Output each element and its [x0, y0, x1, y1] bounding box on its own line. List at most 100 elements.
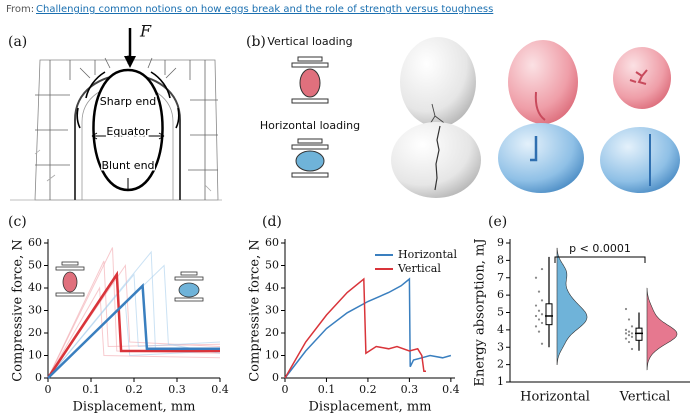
y-tick-label: 0	[272, 371, 279, 384]
data-point	[627, 333, 631, 337]
x-tick-label: 0.3	[168, 383, 186, 396]
equator-arrow	[91, 132, 165, 189]
data-point	[624, 332, 628, 335]
x-tick-label: Horizontal	[520, 390, 590, 405]
x-tick-label: 0.4	[442, 383, 460, 396]
legend-label: Horizontal	[398, 248, 457, 261]
y-tick-label: 30	[28, 304, 42, 317]
x-tick-label: 0.4	[211, 383, 229, 396]
y-tick-label: 20	[28, 326, 42, 339]
x-tick-label: 0.3	[401, 383, 419, 396]
data-point	[627, 340, 631, 344]
y-tick-label: 40	[265, 281, 279, 294]
y-tick-label: 3	[497, 340, 504, 353]
line-series	[46, 270, 220, 379]
data-point	[540, 321, 544, 325]
x-tick-label: 0.2	[359, 383, 377, 396]
egg-annotation: Blunt end	[101, 159, 154, 172]
y-tick-label: 4	[497, 323, 504, 336]
x-tick-label: 0.2	[125, 383, 143, 396]
data-point	[534, 304, 538, 307]
egg-renders	[391, 37, 680, 198]
data-point	[537, 318, 541, 321]
data-point	[624, 328, 628, 331]
data-point	[630, 332, 634, 335]
data-point	[540, 267, 544, 271]
data-point	[537, 330, 541, 333]
y-tick-label: 10	[28, 349, 42, 362]
violin	[646, 287, 678, 371]
data-point	[624, 307, 628, 311]
y-tick-label: 40	[28, 281, 42, 294]
panel-label: (a)	[8, 34, 27, 50]
data-point	[537, 290, 541, 293]
data-point	[627, 318, 631, 321]
line-series	[47, 286, 221, 379]
data-point	[534, 314, 538, 318]
line-series	[47, 250, 221, 379]
line-series	[284, 277, 452, 379]
chart-icons	[55, 261, 204, 302]
y-tick-label: 6	[497, 288, 504, 301]
y-tick-label: 2	[497, 358, 504, 371]
y-tick-label: 60	[265, 236, 279, 249]
data-point	[534, 276, 538, 279]
data-point	[540, 342, 544, 345]
source-link[interactable]: Challenging common notions on how eggs b…	[36, 4, 493, 15]
data-point	[540, 299, 544, 302]
x-axis-label: Displacement, mm	[73, 400, 196, 415]
x-tick-label: Vertical	[619, 390, 671, 405]
y-tick-label: 30	[265, 304, 279, 317]
data-point	[630, 347, 634, 351]
y-tick-label: 50	[265, 259, 279, 272]
panel-label: (d)	[262, 214, 282, 230]
egg-outline	[92, 68, 164, 192]
y-tick-label: 0	[35, 371, 42, 384]
x-tick-label: 0.1	[82, 383, 100, 396]
loading-icons	[291, 56, 329, 178]
y-tick-label: 50	[28, 259, 42, 272]
significance-bracket	[554, 256, 646, 263]
data-point	[540, 313, 544, 316]
violin	[556, 247, 588, 365]
y-axis-label: Compressive force, N	[11, 239, 26, 381]
egg-annotation: Equator	[106, 125, 150, 138]
line-series	[47, 283, 220, 379]
panel-label: (c)	[8, 214, 27, 230]
data-point	[537, 309, 541, 312]
data-point	[534, 325, 538, 328]
box	[635, 327, 643, 341]
x-tick-label: 0.1	[318, 383, 336, 396]
y-tick-label: 1	[497, 375, 504, 388]
panel-label: (b)	[246, 34, 266, 50]
stress-arrows	[76, 71, 180, 129]
data-point	[630, 325, 634, 328]
panel-label: (e)	[488, 214, 507, 230]
data-point	[624, 337, 628, 340]
x-tick-label: 0	[282, 383, 289, 396]
y-tick-label: 20	[265, 326, 279, 339]
x-axis-label: Displacement, mm	[309, 400, 432, 415]
arrowhead	[124, 56, 136, 68]
loading-label: Vertical loading	[267, 35, 352, 48]
y-axis-label: Energy absorption, mJ	[473, 238, 488, 386]
y-tick-label: 5	[497, 306, 504, 319]
box	[545, 303, 553, 326]
data-point	[630, 335, 634, 338]
y-tick-label: 9	[497, 236, 504, 249]
loading-label: Horizontal loading	[260, 119, 360, 132]
header-prefix: From:	[6, 4, 34, 15]
data-point	[627, 330, 631, 333]
force-label: F	[139, 22, 152, 41]
y-tick-label: 10	[265, 349, 279, 362]
y-tick-label: 60	[28, 236, 42, 249]
x-tick-label: 0	[45, 383, 52, 396]
y-tick-label: 7	[497, 271, 504, 284]
significance-label: p < 0.0001	[569, 242, 631, 255]
y-axis-label: Compressive force, N	[248, 239, 263, 381]
legend-label: Vertical	[397, 262, 441, 275]
line-series	[284, 277, 426, 379]
egg-annotation: Sharp end	[100, 95, 156, 108]
y-tick-label: 8	[497, 253, 504, 266]
